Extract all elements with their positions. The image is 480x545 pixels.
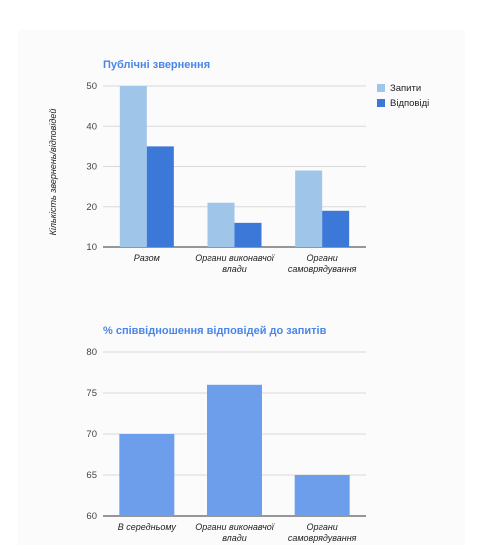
y-tick-label: 50 — [86, 81, 97, 92]
x-tick-label: самоврядування — [288, 264, 357, 274]
y-tick-label: 10 — [86, 242, 97, 253]
legend-label-requests: Запити — [390, 83, 421, 94]
chart-public-appeals: Публічні звернення Кількість звернень/ві… — [48, 59, 429, 274]
y-tick-label: 20 — [86, 202, 97, 213]
bar — [295, 170, 323, 247]
bar — [146, 146, 174, 247]
x-tick-label: Разом — [134, 253, 160, 263]
y-tick-label: 30 — [86, 162, 97, 173]
legend: Запити Відповіді — [377, 83, 429, 109]
x-tick-label: Органи — [307, 253, 338, 263]
bar — [234, 222, 262, 247]
legend-label-responses: Відповіді — [390, 98, 429, 109]
x-tick-label: Органи виконавчої — [195, 253, 275, 263]
bar — [207, 202, 235, 247]
bar — [119, 86, 147, 247]
y-axis-label: Кількість звернень/відповідей — [48, 109, 58, 236]
chart-title: Публічні звернення — [103, 59, 210, 71]
x-tick-label: влади — [222, 264, 246, 274]
legend-swatch-requests — [377, 84, 385, 92]
y-tick-label: 40 — [86, 121, 97, 132]
legend-swatch-responses — [377, 99, 385, 107]
bar — [322, 210, 350, 247]
